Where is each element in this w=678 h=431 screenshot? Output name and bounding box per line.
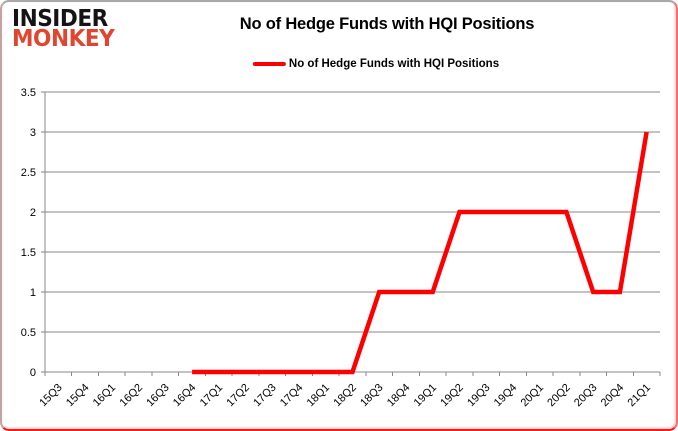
- x-axis-tick-label: 16Q4: [171, 382, 199, 410]
- logo-line1: INSIDER: [12, 6, 108, 32]
- x-axis-tick-label: 15Q3: [37, 382, 65, 410]
- x-axis-tick-label: 18Q4: [385, 382, 413, 410]
- x-axis-tick-label: 17Q1: [198, 382, 226, 410]
- x-axis-tick-label: 16Q2: [117, 382, 145, 410]
- y-axis-tick-label: 3: [30, 127, 36, 139]
- x-axis-tick-label: 17Q3: [251, 382, 279, 410]
- x-axis-tick-label: 20Q2: [545, 382, 573, 410]
- y-axis-tick-label: 1.5: [21, 247, 36, 259]
- x-axis-tick-label: 18Q2: [331, 382, 359, 410]
- series-line: [192, 131, 649, 375]
- logo-line2: MONKEY: [12, 26, 115, 53]
- x-axis-tick-label: 20Q4: [599, 382, 627, 410]
- y-axis-tick-label: 0.5: [21, 327, 36, 339]
- x-axis-tick-label: 20Q1: [519, 382, 547, 410]
- insider-monkey-logo: INSIDER MONKEY: [12, 6, 115, 53]
- x-axis-tick-label: 16Q1: [91, 382, 119, 410]
- legend-label: No of Hedge Funds with HQI Positions: [288, 58, 500, 70]
- x-axis-tick-label: 15Q4: [64, 382, 92, 410]
- x-axis-tick-label: 21Q1: [625, 382, 653, 410]
- x-axis-tick-label: 19Q2: [438, 382, 466, 410]
- y-axis-tick-label: 2: [30, 207, 36, 219]
- x-axis-tick-label: 17Q4: [278, 382, 306, 410]
- x-axis-tick-label: 19Q3: [465, 382, 493, 410]
- legend: No of Hedge Funds with HQI Positions: [252, 58, 500, 70]
- x-axis-tick-label: 20Q3: [572, 382, 600, 410]
- x-axis-tick-label: 18Q1: [305, 382, 333, 410]
- x-axis-tick-label: 16Q3: [144, 382, 172, 410]
- x-axis-tick-label: 17Q2: [224, 382, 252, 410]
- chart-title: No of Hedge Funds with HQI Positions: [239, 15, 535, 33]
- x-axis-tick-label: 18Q3: [358, 382, 386, 410]
- y-axis-tick-label: 0: [30, 367, 36, 379]
- legend-line-marker-icon: [252, 61, 286, 67]
- x-axis-tick-label: 19Q1: [412, 382, 440, 410]
- y-axis-tick-label: 2.5: [21, 167, 36, 179]
- x-axis-tick-label: 19Q4: [492, 382, 520, 410]
- y-axis-tick-label: 3.5: [21, 87, 36, 99]
- y-axis-tick-label: 1: [30, 287, 36, 299]
